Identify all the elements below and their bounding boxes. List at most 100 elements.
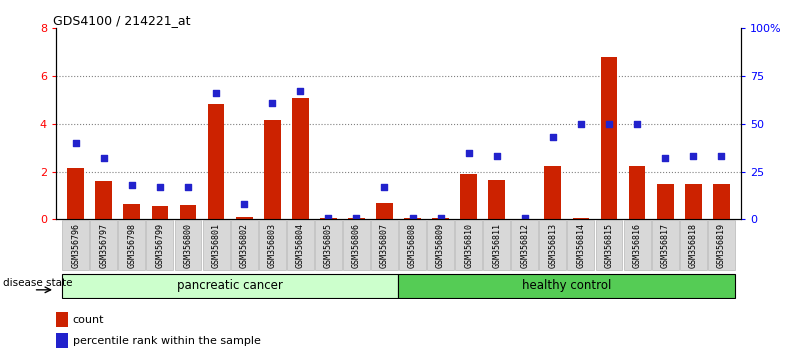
- FancyBboxPatch shape: [511, 220, 538, 270]
- Bar: [489, 180, 505, 219]
- Text: GSM356807: GSM356807: [380, 223, 389, 268]
- Point: [434, 215, 447, 221]
- FancyBboxPatch shape: [62, 274, 399, 298]
- FancyBboxPatch shape: [539, 220, 566, 270]
- Text: GSM356818: GSM356818: [689, 223, 698, 268]
- FancyBboxPatch shape: [62, 220, 89, 270]
- Bar: [348, 218, 364, 219]
- FancyBboxPatch shape: [91, 220, 117, 270]
- Bar: [376, 203, 392, 219]
- Point: [98, 155, 111, 161]
- Bar: [461, 174, 477, 219]
- Text: GSM356811: GSM356811: [493, 223, 501, 268]
- Text: GSM356813: GSM356813: [549, 223, 557, 268]
- FancyBboxPatch shape: [567, 220, 594, 270]
- Text: healthy control: healthy control: [522, 279, 612, 292]
- Point: [182, 184, 195, 190]
- FancyBboxPatch shape: [624, 220, 650, 270]
- Text: GDS4100 / 214221_at: GDS4100 / 214221_at: [53, 14, 190, 27]
- Text: GSM356808: GSM356808: [408, 223, 417, 268]
- FancyBboxPatch shape: [343, 220, 370, 270]
- Text: GSM356799: GSM356799: [155, 223, 164, 268]
- Bar: [264, 120, 280, 219]
- Text: GSM356809: GSM356809: [436, 223, 445, 268]
- Point: [350, 215, 363, 221]
- Point: [490, 154, 503, 159]
- Text: GSM356803: GSM356803: [268, 223, 276, 268]
- Text: GSM356800: GSM356800: [183, 223, 192, 268]
- Point: [238, 201, 251, 207]
- FancyBboxPatch shape: [399, 220, 426, 270]
- Point: [406, 215, 419, 221]
- FancyBboxPatch shape: [427, 220, 454, 270]
- FancyBboxPatch shape: [708, 220, 735, 270]
- FancyBboxPatch shape: [231, 220, 258, 270]
- Bar: [151, 206, 168, 219]
- FancyBboxPatch shape: [259, 220, 286, 270]
- Point: [574, 121, 587, 127]
- Text: GSM356798: GSM356798: [127, 223, 136, 268]
- Bar: [207, 104, 224, 219]
- Text: GSM356814: GSM356814: [577, 223, 586, 268]
- Bar: [56, 333, 68, 348]
- Point: [126, 182, 139, 188]
- Text: GSM356806: GSM356806: [352, 223, 361, 268]
- Point: [546, 135, 559, 140]
- Bar: [685, 184, 702, 219]
- FancyBboxPatch shape: [315, 220, 342, 270]
- Point: [294, 88, 307, 94]
- Bar: [235, 217, 252, 219]
- Bar: [67, 168, 84, 219]
- Point: [714, 154, 727, 159]
- Bar: [601, 57, 618, 219]
- Text: percentile rank within the sample: percentile rank within the sample: [73, 336, 260, 346]
- Bar: [320, 218, 336, 219]
- FancyBboxPatch shape: [175, 220, 202, 270]
- FancyBboxPatch shape: [147, 220, 173, 270]
- Bar: [545, 166, 562, 219]
- Bar: [713, 184, 730, 219]
- Bar: [56, 312, 68, 327]
- Text: GSM356801: GSM356801: [211, 223, 220, 268]
- Bar: [179, 205, 196, 219]
- Point: [154, 184, 167, 190]
- FancyBboxPatch shape: [652, 220, 678, 270]
- Text: GSM356805: GSM356805: [324, 223, 333, 268]
- FancyBboxPatch shape: [371, 220, 398, 270]
- FancyBboxPatch shape: [680, 220, 706, 270]
- FancyBboxPatch shape: [203, 220, 230, 270]
- Bar: [405, 218, 421, 219]
- Point: [210, 91, 223, 96]
- Text: count: count: [73, 315, 104, 325]
- Bar: [433, 218, 449, 219]
- Point: [70, 140, 83, 146]
- Bar: [123, 204, 140, 219]
- Text: disease state: disease state: [3, 278, 72, 288]
- Point: [658, 155, 671, 161]
- Text: GSM356815: GSM356815: [605, 223, 614, 268]
- Text: GSM356812: GSM356812: [521, 223, 529, 268]
- FancyBboxPatch shape: [399, 274, 735, 298]
- Text: GSM356804: GSM356804: [296, 223, 304, 268]
- Bar: [657, 184, 674, 219]
- FancyBboxPatch shape: [287, 220, 314, 270]
- Point: [266, 100, 279, 106]
- Point: [462, 150, 475, 155]
- Text: GSM356802: GSM356802: [239, 223, 248, 268]
- Text: GSM356797: GSM356797: [99, 223, 108, 268]
- FancyBboxPatch shape: [455, 220, 482, 270]
- FancyBboxPatch shape: [119, 220, 145, 270]
- Point: [322, 215, 335, 221]
- Bar: [629, 166, 646, 219]
- FancyBboxPatch shape: [483, 220, 510, 270]
- Point: [602, 121, 615, 127]
- Point: [686, 154, 699, 159]
- Text: GSM356810: GSM356810: [464, 223, 473, 268]
- Text: GSM356819: GSM356819: [717, 223, 726, 268]
- Bar: [573, 218, 590, 219]
- Text: pancreatic cancer: pancreatic cancer: [177, 279, 283, 292]
- Bar: [95, 181, 112, 219]
- Point: [630, 121, 643, 127]
- FancyBboxPatch shape: [595, 220, 622, 270]
- Point: [518, 215, 531, 221]
